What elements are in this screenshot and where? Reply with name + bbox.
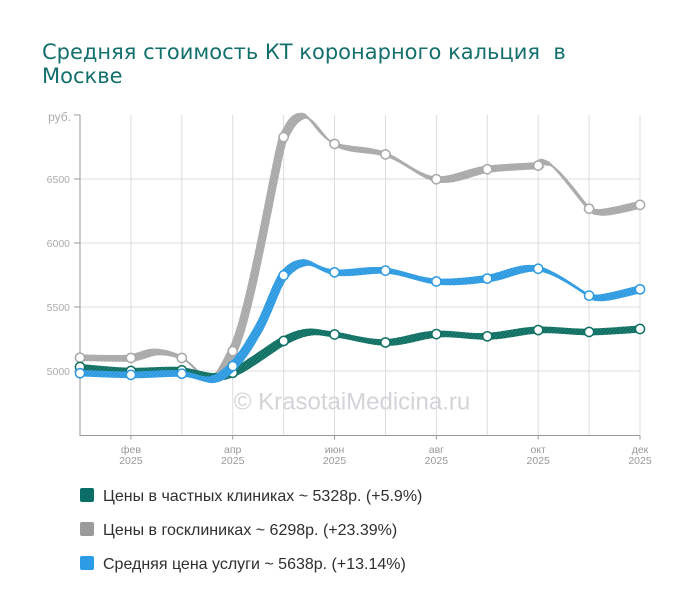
series-marker-state [329,138,340,150]
series-marker-state [431,173,442,185]
series-marker-state [125,352,137,364]
x-tick-label-month: фев [121,444,141,456]
series-marker-average [481,273,493,284]
x-axis-labels: фев2025апр2025июн2025авг2025окт2025дек20… [119,444,652,467]
series-marker-average [176,368,188,380]
series-marker-state [532,160,544,171]
series-marker-average [227,360,239,372]
series-line-average [79,259,641,384]
y-tick-label: 6500 [47,174,71,186]
legend-row-private: Цены в частных клиниках ~ 5328р. (+5.9%) [79,487,423,522]
chart-legend: Цены в частных клиниках ~ 5328р. (+5.9%)… [79,487,423,590]
legend-swatch-private [79,488,94,502]
y-tick-label: 6000 [47,238,71,250]
series-marker-average [125,369,137,381]
y-axis-labels: 5000 5500 6000 6500 руб. [47,110,71,378]
legend-swatch-average [79,556,94,570]
x-tick-label-year: 2025 [119,455,143,467]
y-tick-label: 5000 [47,366,71,378]
x-tick-label-month: авг [429,444,444,456]
series-marker-state [634,199,646,211]
series-marker-state [380,149,391,160]
watermark: © KrasotaiMedicina.ru [234,389,470,416]
series-average [74,259,646,384]
series-marker-state [481,163,493,175]
series-marker-state [278,131,289,143]
x-tick-label-year: 2025 [527,455,551,467]
gridlines [80,115,641,436]
series-marker-state [176,352,188,364]
series-private [74,323,646,380]
series-marker-private [329,329,340,340]
axis-lines [79,115,640,436]
page-title: Средняя стоимость КТ коронарного кальция… [42,40,566,88]
legend-row-average: Средняя цена услуги ~ 5638р. (+13.14%) [79,555,423,590]
x-tick-label-month: июн [325,444,345,456]
series-line-hatch-average [79,259,641,384]
x-tick-label-year: 2025 [628,455,652,467]
series-marker-average [583,290,595,301]
series-line-hatch-state [79,112,641,383]
series-marker-private [583,326,595,338]
x-tick-label-month: окт [530,444,546,456]
series-marker-average [278,270,289,281]
series-marker-private [431,328,442,340]
price-trend-chart: 5000550060006500руб.фев2025апр2025июн202… [47,110,652,467]
series-marker-average [634,283,646,295]
x-tick-label-month: дек [632,444,649,456]
series-marker-average [532,263,544,275]
series-marker-average [431,276,442,287]
x-tick-label-year: 2025 [425,455,449,467]
legend-row-state: Цены в госклиниках ~ 6298р. (+23.39%) [79,521,423,556]
series-marker-private [634,323,646,335]
x-tick-label-month: апр [224,444,242,456]
legend-label-state: Цены в госклиниках ~ 6298р. (+23.39%) [103,521,398,539]
x-tick-label-year: 2025 [323,455,347,467]
series-marker-private [380,337,391,348]
legend-swatch-state [79,522,94,536]
legend-label-private: Цены в частных клиниках ~ 5328р. (+5.9%) [103,487,423,505]
series-marker-state [583,203,595,215]
series-marker-average [329,266,340,278]
y-tick-label: 5500 [47,302,71,314]
series-marker-private [481,330,493,342]
legend-label-average: Средняя цена услуги ~ 5638р. (+13.14%) [103,555,406,573]
series-marker-private [532,324,544,336]
series-marker-state [227,345,239,357]
series-marker-state [74,352,86,364]
series-marker-private [278,335,289,347]
series-marker-average [74,367,86,379]
y-axis-unit-label: руб. [48,110,71,124]
x-tick-label-year: 2025 [221,455,245,467]
series-marker-average [380,265,391,276]
